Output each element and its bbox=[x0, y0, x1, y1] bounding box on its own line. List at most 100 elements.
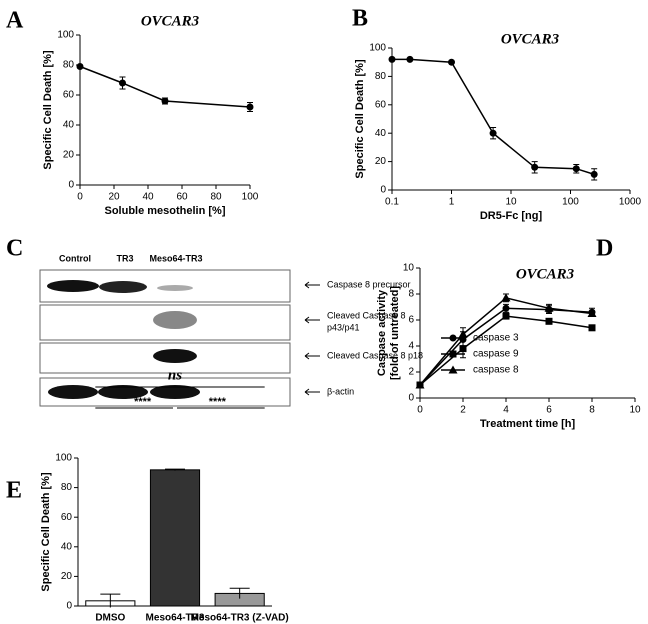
y-axis-label: Specific Cell Death [%] bbox=[40, 472, 52, 592]
y-tick-label: 6 bbox=[408, 315, 414, 326]
x-tick-label: DMSO bbox=[95, 613, 125, 624]
x-tick-label: 20 bbox=[108, 192, 120, 203]
y-tick-label: 20 bbox=[61, 571, 73, 582]
y-tick-label: 80 bbox=[63, 60, 75, 71]
marker bbox=[161, 97, 169, 105]
marker bbox=[449, 350, 457, 358]
band bbox=[153, 311, 197, 329]
marker bbox=[448, 365, 458, 374]
panel-letter: E bbox=[6, 478, 22, 504]
y-tick-label: 100 bbox=[57, 30, 74, 41]
blot-frame bbox=[39, 377, 291, 407]
band-label: Caspase 8 precursor bbox=[327, 279, 411, 289]
marker bbox=[489, 129, 497, 137]
x-axis-label: Treatment time [h] bbox=[480, 418, 576, 430]
y-tick-label: 20 bbox=[63, 150, 75, 161]
marker bbox=[502, 312, 510, 320]
marker bbox=[388, 55, 396, 63]
panel-letter: D bbox=[596, 236, 613, 262]
marker bbox=[588, 324, 596, 332]
blot-frame bbox=[39, 269, 291, 303]
x-tick-label: 0 bbox=[417, 405, 423, 416]
blot-frame bbox=[39, 342, 291, 374]
marker bbox=[459, 345, 467, 353]
band bbox=[47, 280, 99, 292]
marker bbox=[448, 58, 455, 66]
chart-title: OVCAR3 bbox=[516, 266, 575, 282]
x-tick-label: 4 bbox=[503, 405, 509, 416]
band-label: Cleaved Caspase 8 bbox=[327, 310, 406, 320]
x-tick-label: 1 bbox=[449, 197, 455, 208]
significance: **** bbox=[209, 396, 227, 408]
x-tick-label: Meso64-TR3 bbox=[146, 613, 205, 624]
y-tick-label: 0 bbox=[408, 393, 414, 404]
y-tick-label: 60 bbox=[63, 90, 75, 101]
error-bar bbox=[165, 468, 185, 471]
x-tick-label: 100 bbox=[562, 197, 579, 208]
band-label: p43/p41 bbox=[327, 322, 360, 332]
panel-letter: C bbox=[6, 236, 23, 262]
marker bbox=[531, 163, 539, 171]
y-tick-label: 0 bbox=[68, 180, 74, 191]
band bbox=[48, 385, 98, 399]
x-tick-label: 100 bbox=[242, 192, 259, 203]
marker bbox=[415, 380, 425, 389]
y-tick-label: 100 bbox=[55, 453, 72, 464]
significance: ns bbox=[168, 367, 182, 383]
x-tick-label: 10 bbox=[629, 405, 641, 416]
x-axis-label: Soluble mesothelin [%] bbox=[104, 205, 225, 217]
error-bar bbox=[229, 587, 250, 599]
y-tick-label: 0 bbox=[380, 185, 386, 196]
band bbox=[98, 385, 148, 399]
x-tick-label: 0 bbox=[77, 192, 83, 203]
marker bbox=[572, 165, 580, 173]
y-tick-label: 40 bbox=[63, 120, 75, 131]
arrows bbox=[304, 281, 320, 396]
legend-label: caspase 3 bbox=[473, 333, 519, 344]
y-axis-label: Specific Cell Death [%] bbox=[42, 50, 54, 170]
y-axis-label: Caspase activity bbox=[376, 289, 388, 376]
y-axis-label: Specific Cell Death [%] bbox=[354, 59, 366, 179]
x-tick-label: 6 bbox=[546, 405, 552, 416]
marker bbox=[119, 79, 126, 87]
x-tick-label: 1000 bbox=[619, 197, 642, 208]
y-tick-label: 0 bbox=[66, 601, 72, 612]
significance: **** bbox=[134, 396, 152, 408]
y-tick-label: 60 bbox=[61, 512, 73, 523]
marker bbox=[449, 334, 457, 342]
x-tick-label: 40 bbox=[142, 192, 154, 203]
marker bbox=[406, 55, 414, 63]
y-tick-label: 8 bbox=[408, 289, 414, 300]
series-line bbox=[79, 65, 251, 108]
error-bar bbox=[100, 593, 121, 608]
x-tick-label: 10 bbox=[505, 197, 517, 208]
x-tick-label: 0.1 bbox=[385, 197, 399, 208]
chart-title: OVCAR3 bbox=[141, 13, 200, 29]
band bbox=[157, 285, 193, 291]
band-label: β-actin bbox=[327, 386, 354, 396]
band bbox=[150, 385, 200, 399]
x-axis-label: DR5-Fc [ng] bbox=[480, 210, 543, 222]
y-tick-label: 4 bbox=[408, 341, 414, 352]
marker bbox=[458, 329, 468, 338]
y-tick-label: 40 bbox=[61, 541, 73, 552]
y-tick-label: 100 bbox=[369, 43, 386, 54]
marker bbox=[501, 293, 511, 302]
band bbox=[153, 349, 197, 363]
blot-panel: C Control TR3 Meso64-TR3 Caspase 8 precu… bbox=[6, 236, 423, 407]
marker bbox=[545, 317, 553, 325]
panel-letter: A bbox=[6, 8, 24, 34]
y-tick-label: 80 bbox=[375, 71, 387, 82]
panel-letter: B bbox=[352, 6, 368, 32]
blot-frame bbox=[39, 304, 291, 341]
band bbox=[99, 281, 147, 293]
y-tick-label: 80 bbox=[61, 482, 73, 493]
bar bbox=[149, 469, 201, 607]
x-tick-label: 60 bbox=[176, 192, 188, 203]
series-line bbox=[392, 58, 595, 176]
x-tick-label: 2 bbox=[460, 405, 466, 416]
y-axis-label: [fold of untreated] bbox=[389, 286, 401, 380]
marker bbox=[587, 309, 597, 317]
y-tick-label: 10 bbox=[403, 263, 415, 274]
